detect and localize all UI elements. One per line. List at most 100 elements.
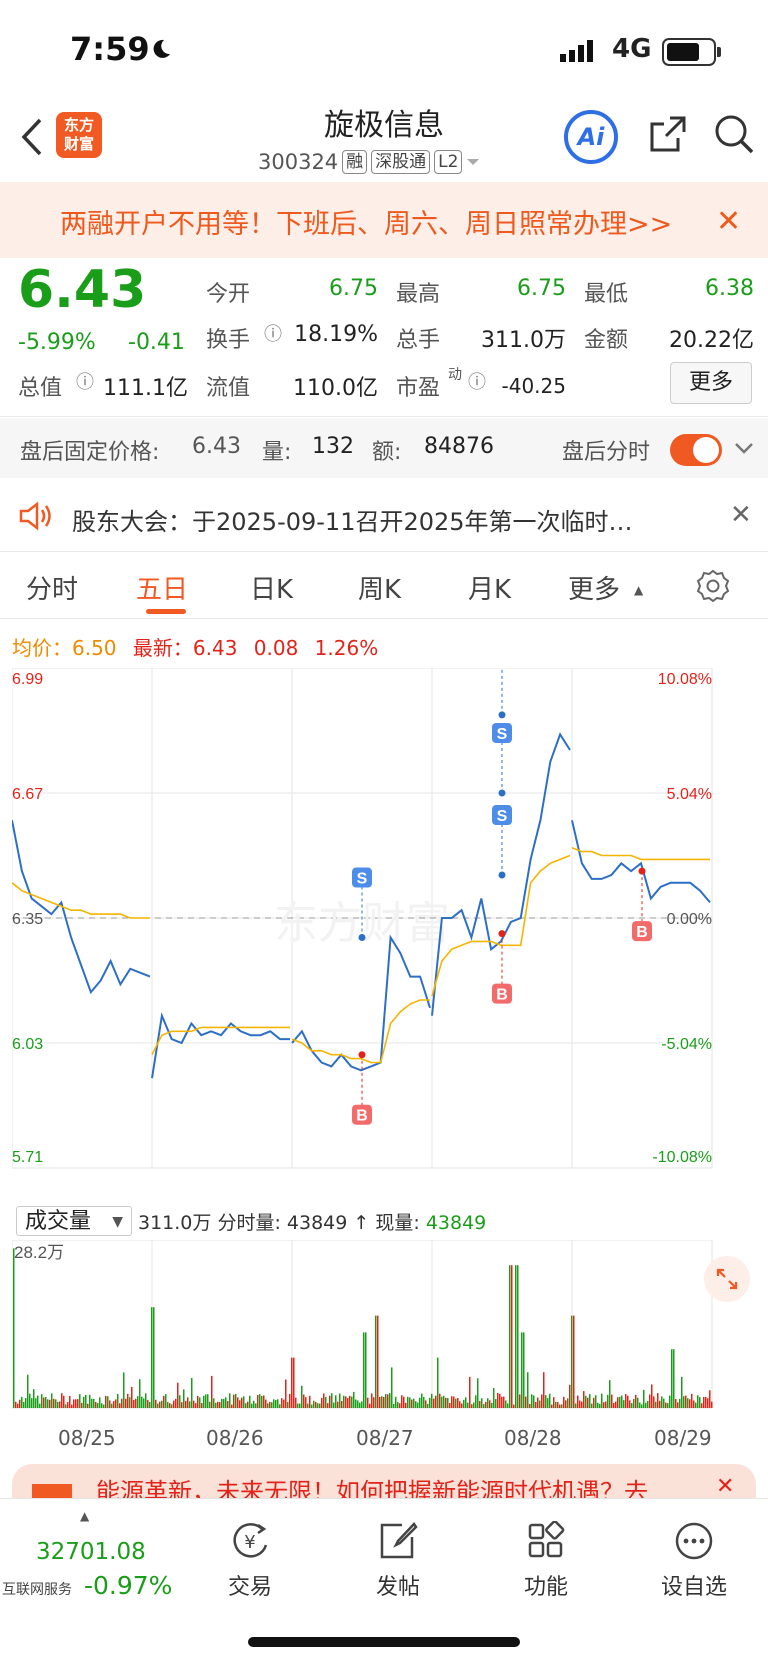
info-icon[interactable]: ⓘ — [264, 324, 282, 345]
ah-amt-label: 额: — [372, 440, 402, 465]
low-label: 最低 — [584, 282, 629, 307]
ai-button[interactable]: Ai — [564, 110, 618, 164]
nav-functions[interactable]: 功能 — [496, 1520, 596, 1601]
volume-bar — [327, 1403, 329, 1408]
nav-label: 功能 — [523, 1575, 568, 1600]
volume-bar — [443, 1395, 445, 1408]
share-icon[interactable] — [648, 114, 688, 154]
close-icon[interactable]: ✕ — [716, 1474, 735, 1499]
nav-trade[interactable]: ¥ 交易 — [200, 1521, 300, 1601]
volume-bar — [169, 1403, 171, 1408]
yen-swap-icon: ¥ — [233, 1523, 268, 1558]
gear-icon[interactable] — [696, 569, 730, 603]
volume-bar — [101, 1403, 103, 1408]
after-hours-toggle[interactable] — [670, 434, 722, 466]
volume-bar — [261, 1395, 263, 1408]
volume-bar — [27, 1374, 29, 1408]
chevron-down-icon[interactable] — [734, 442, 754, 456]
nav-watchlist[interactable]: 设自选 — [644, 1521, 744, 1601]
volume-bar — [177, 1382, 179, 1408]
change-amount: -0.41 — [128, 330, 185, 355]
volume-bar — [431, 1393, 433, 1408]
volume-bar — [711, 1401, 713, 1408]
app-logo[interactable]: 东方 财富 — [56, 112, 102, 158]
volume-bar — [551, 1404, 553, 1408]
volume-bar — [161, 1400, 163, 1408]
ah-vol: 132 — [312, 434, 354, 459]
status-time: 7:59 — [70, 30, 150, 68]
trade-marker-badge — [632, 921, 652, 942]
volume-bar — [463, 1399, 465, 1408]
expand-button[interactable] — [704, 1256, 750, 1302]
tab-more[interactable]: 更多 — [568, 575, 621, 605]
trade-marker-badge — [492, 983, 512, 1004]
price-line — [431, 732, 571, 1016]
stock-code-row[interactable]: 300324 融 深股通 L2 — [258, 148, 480, 176]
volume-bar — [495, 1399, 497, 1408]
volume-bar — [15, 1401, 17, 1408]
volume-bar — [345, 1396, 347, 1408]
volume-bar — [411, 1399, 413, 1408]
volume-chart[interactable]: 28.2万 — [12, 1240, 756, 1422]
divider — [0, 618, 768, 619]
volume-bar — [481, 1398, 483, 1408]
volume-bar — [389, 1393, 391, 1408]
volume-bar — [579, 1400, 581, 1408]
tab-weekly-k[interactable]: 周K — [358, 575, 402, 605]
volume-bar — [133, 1400, 135, 1408]
more-button[interactable]: 更多 — [670, 362, 752, 404]
price-chart[interactable]: 东方财富6.996.676.356.035.7110.08%5.04%0.00%… — [12, 668, 756, 1200]
volume-bar — [209, 1401, 211, 1408]
search-icon[interactable] — [714, 114, 754, 154]
info-icon[interactable]: ⓘ — [468, 372, 486, 393]
close-icon[interactable]: ✕ — [730, 500, 752, 530]
volume-bar — [657, 1393, 659, 1408]
dots-icon — [675, 1522, 713, 1560]
volume-bar — [313, 1400, 315, 1408]
volume-bar — [367, 1397, 369, 1408]
volume-bar — [325, 1396, 327, 1408]
notice-bar[interactable]: 股东大会：于2025-09-11召开2025年第一次临时… ✕ — [0, 482, 768, 550]
volume-bar — [247, 1401, 249, 1408]
volume-bar — [371, 1393, 373, 1408]
back-arrow-icon[interactable] — [20, 118, 44, 156]
tab-intraday[interactable]: 分时 — [26, 575, 79, 605]
volume-bar — [563, 1396, 565, 1408]
chart-tabs: 分时 五日 日K 周K 月K 更多 ▲ — [0, 555, 768, 619]
volume-bar — [293, 1357, 295, 1408]
volume-bar — [405, 1402, 407, 1408]
date-label: 08/28 — [504, 1426, 562, 1450]
volume-bar — [567, 1398, 569, 1408]
dropdown-arrow-icon[interactable] — [466, 157, 480, 167]
index-name[interactable]: 互联网服务 — [2, 1582, 72, 1598]
volume-bar — [435, 1395, 437, 1408]
index-percent[interactable]: -0.97% — [84, 1571, 173, 1600]
volume-bar — [341, 1400, 343, 1408]
volume-bar — [55, 1399, 57, 1408]
volume-bar — [669, 1395, 671, 1408]
tab-five-day[interactable]: 五日 — [136, 575, 189, 605]
volume-bar — [681, 1376, 683, 1408]
volume-bar — [315, 1401, 317, 1408]
volume-bar — [331, 1393, 333, 1408]
promo-banner[interactable]: 两融开户不用等！下班后、周六、周日照常办理>> ✕ — [0, 182, 768, 258]
volume-bar — [269, 1401, 271, 1408]
volume-bar — [45, 1396, 47, 1408]
info-icon[interactable]: ⓘ — [76, 372, 94, 393]
status-bar: 7:59 4G — [0, 0, 768, 100]
index-value[interactable]: 32701.08 — [36, 1539, 146, 1565]
trade-marker-label: S — [357, 871, 368, 888]
nav-post[interactable]: 发帖 — [348, 1521, 448, 1601]
volume-bar — [659, 1400, 661, 1408]
tab-monthly-k[interactable]: 月K — [468, 575, 512, 605]
indicator-selector[interactable]: 成交量 ▼ — [16, 1206, 132, 1236]
volume-bar — [335, 1395, 337, 1408]
volume-bar — [513, 1404, 515, 1408]
volume-bar — [263, 1395, 265, 1408]
volume-bar — [701, 1403, 703, 1408]
trade-marker-badge — [492, 723, 512, 743]
close-icon[interactable]: ✕ — [716, 204, 742, 239]
tab-daily-k[interactable]: 日K — [250, 575, 294, 605]
volume-bar — [643, 1389, 645, 1408]
volume-bar — [503, 1396, 505, 1408]
